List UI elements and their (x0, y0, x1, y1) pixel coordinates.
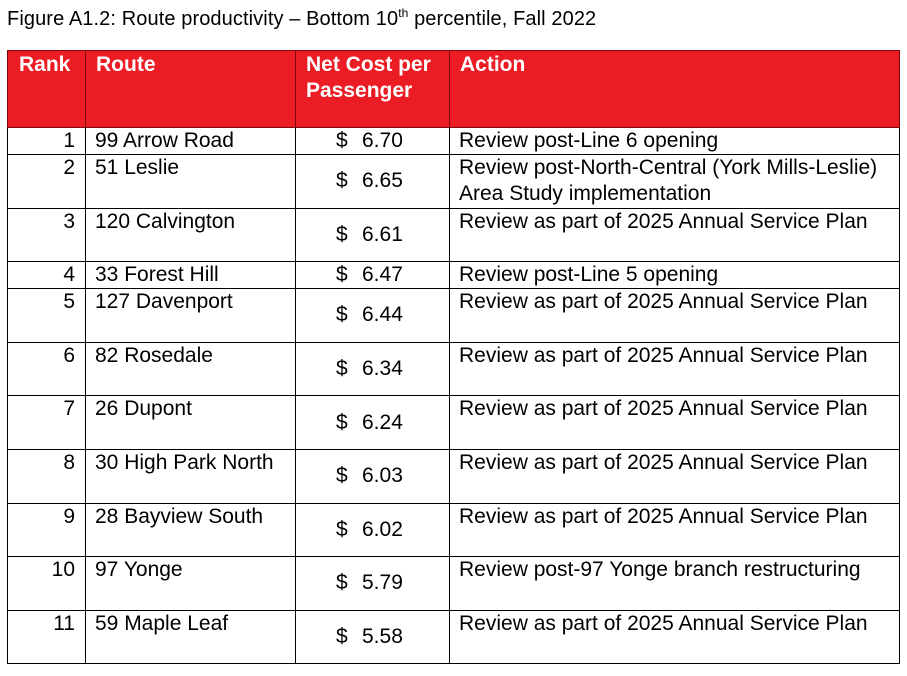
net-cost-cell: $6.24 (295, 395, 450, 450)
net-cost-value: 6.70 (362, 129, 403, 152)
route-cell: 28 Bayview South (85, 502, 296, 558)
route-cell: 97 Yonge (85, 556, 296, 611)
currency-symbol: $ (336, 625, 348, 649)
rank-cell: 10 (7, 556, 86, 611)
net-cost-cell: $6.03 (295, 448, 450, 504)
route-cell: 33 Forest Hill (85, 261, 296, 290)
rank-cell: 8 (7, 448, 86, 504)
net-cost-value: 6.61 (362, 222, 403, 246)
net-cost-cell: $6.65 (295, 154, 450, 209)
currency-symbol: $ (336, 357, 348, 381)
table-body: 1 99 Arrow Road $6.70 Review post-Line 6… (7, 127, 900, 665)
net-cost-value: 6.24 (362, 410, 403, 434)
table-row: 9 28 Bayview South $6.02 Review as part … (7, 502, 900, 558)
net-cost-value: 6.34 (362, 357, 403, 381)
net-cost-cell: $6.34 (295, 341, 450, 397)
table-row: 8 30 High Park North $6.03 Review as par… (7, 448, 900, 504)
action-cell: Review post-Line 5 opening (449, 261, 900, 290)
rank-cell: 3 (7, 207, 86, 263)
rank-cell: 11 (7, 609, 86, 665)
action-cell: Review as part of 2025 Annual Service Pl… (449, 341, 900, 397)
route-cell: 120 Calvington (85, 207, 296, 263)
currency-symbol: $ (336, 410, 348, 434)
table-row: 3 120 Calvington $6.61 Review as part of… (7, 207, 900, 263)
route-productivity-table: Rank Route Net Cost per Passenger Action… (7, 50, 900, 665)
currency-symbol: $ (336, 464, 348, 488)
currency-symbol: $ (336, 169, 348, 193)
net-cost-cell: $6.47 (295, 261, 450, 290)
header-rank: Rank (7, 50, 86, 128)
net-cost-cell: $5.58 (295, 609, 450, 665)
action-cell: Review as part of 2025 Annual Service Pl… (449, 502, 900, 558)
action-cell: Review post-97 Yonge branch restructurin… (449, 556, 900, 611)
caption-prefix: Figure A1.2: Route productivity – Bottom… (7, 8, 399, 30)
route-cell: 99 Arrow Road (85, 127, 296, 155)
rank-cell: 9 (7, 502, 86, 558)
figure-caption: Figure A1.2: Route productivity – Bottom… (7, 6, 596, 32)
route-cell: 59 Maple Leaf (85, 609, 296, 665)
header-action: Action (449, 50, 900, 128)
rank-cell: 5 (7, 288, 86, 343)
action-cell: Review as part of 2025 Annual Service Pl… (449, 288, 900, 343)
table-row: 6 82 Rosedale $6.34 Review as part of 20… (7, 341, 900, 397)
header-row: Rank Route Net Cost per Passenger Action (7, 50, 900, 128)
action-cell: Review post-Line 6 opening (449, 127, 900, 155)
net-cost-value: 5.58 (362, 625, 403, 649)
route-cell: 127 Davenport (85, 288, 296, 343)
currency-symbol: $ (336, 517, 348, 541)
currency-symbol: $ (336, 571, 348, 595)
net-cost-value: 5.79 (362, 571, 403, 595)
net-cost-value: 6.47 (362, 263, 403, 287)
header-net-cost: Net Cost per Passenger (295, 50, 450, 128)
table-row: 2 51 Leslie $6.65 Review post-North-Cent… (7, 154, 900, 209)
table-row: 4 33 Forest Hill $6.47 Review post-Line … (7, 261, 900, 290)
table-row: 1 99 Arrow Road $6.70 Review post-Line 6… (7, 127, 900, 155)
net-cost-value: 6.65 (362, 169, 403, 193)
net-cost-cell: $5.79 (295, 556, 450, 611)
currency-symbol: $ (336, 222, 348, 246)
route-cell: 30 High Park North (85, 448, 296, 504)
route-cell: 51 Leslie (85, 154, 296, 209)
net-cost-cell: $6.02 (295, 502, 450, 558)
rank-cell: 2 (7, 154, 86, 209)
net-cost-value: 6.02 (362, 517, 403, 541)
caption-superscript: th (398, 6, 409, 20)
action-cell: Review as part of 2025 Annual Service Pl… (449, 207, 900, 263)
rank-cell: 6 (7, 341, 86, 397)
net-cost-cell: $6.61 (295, 207, 450, 263)
header-route: Route (85, 50, 296, 128)
action-cell: Review post-North-Central (York Mills-Le… (449, 154, 900, 209)
table-row: 5 127 Davenport $6.44 Review as part of … (7, 288, 900, 343)
table-row: 10 97 Yonge $5.79 Review post-97 Yonge b… (7, 556, 900, 611)
rank-cell: 7 (7, 395, 86, 450)
route-cell: 26 Dupont (85, 395, 296, 450)
currency-symbol: $ (336, 303, 348, 327)
action-cell: Review as part of 2025 Annual Service Pl… (449, 609, 900, 665)
currency-symbol: $ (336, 129, 348, 152)
caption-suffix: percentile, Fall 2022 (408, 8, 597, 30)
action-cell: Review as part of 2025 Annual Service Pl… (449, 395, 900, 450)
net-cost-value: 6.03 (362, 464, 403, 488)
table-header: Rank Route Net Cost per Passenger Action (7, 50, 900, 128)
net-cost-cell: $6.70 (295, 127, 450, 155)
route-cell: 82 Rosedale (85, 341, 296, 397)
table-row: 11 59 Maple Leaf $5.58 Review as part of… (7, 609, 900, 665)
net-cost-value: 6.44 (362, 303, 403, 327)
rank-cell: 1 (7, 127, 86, 155)
table-row: 7 26 Dupont $6.24 Review as part of 2025… (7, 395, 900, 450)
currency-symbol: $ (336, 263, 348, 287)
action-cell: Review as part of 2025 Annual Service Pl… (449, 448, 900, 504)
net-cost-cell: $6.44 (295, 288, 450, 343)
rank-cell: 4 (7, 261, 86, 290)
